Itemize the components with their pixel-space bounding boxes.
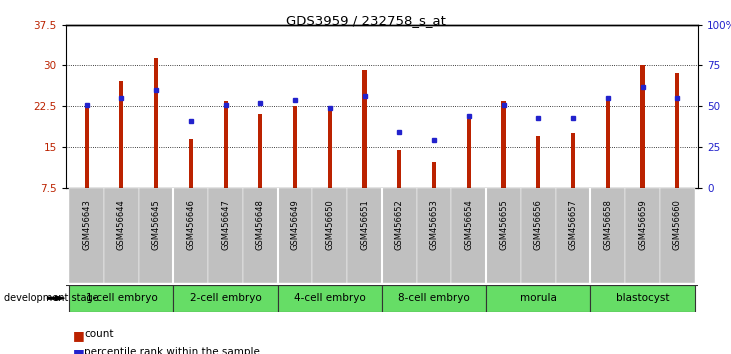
Bar <box>347 188 382 283</box>
Bar <box>363 70 367 188</box>
Bar <box>258 114 262 188</box>
Text: GSM456653: GSM456653 <box>430 199 439 250</box>
Bar <box>69 188 104 283</box>
Bar <box>486 188 521 283</box>
Text: GDS3959 / 232758_s_at: GDS3959 / 232758_s_at <box>286 14 445 27</box>
Text: GSM456644: GSM456644 <box>117 199 126 250</box>
Text: GSM456651: GSM456651 <box>360 199 369 250</box>
Bar <box>243 188 278 283</box>
Bar <box>675 73 679 188</box>
Bar <box>486 285 591 312</box>
Bar <box>293 106 298 188</box>
Bar <box>452 188 486 283</box>
Bar <box>139 188 173 283</box>
Text: morula: morula <box>520 293 557 303</box>
Bar <box>278 285 382 312</box>
Bar <box>104 188 139 283</box>
Bar <box>224 101 227 188</box>
Text: GSM456660: GSM456660 <box>673 199 682 250</box>
Bar <box>119 81 124 188</box>
Bar <box>278 188 312 283</box>
Bar <box>501 101 506 188</box>
Bar <box>208 188 243 283</box>
Bar <box>640 65 645 188</box>
Bar <box>85 106 88 188</box>
Text: count: count <box>84 329 113 339</box>
Bar <box>521 188 556 283</box>
Text: GSM456646: GSM456646 <box>186 199 195 250</box>
Bar <box>417 188 452 283</box>
Bar <box>173 188 208 283</box>
Bar <box>591 285 694 312</box>
Bar <box>660 188 694 283</box>
Bar <box>466 119 471 188</box>
Bar <box>154 58 158 188</box>
Text: GSM456650: GSM456650 <box>325 199 334 250</box>
Bar <box>397 150 401 188</box>
Bar <box>173 285 278 312</box>
Bar <box>312 188 347 283</box>
Bar <box>537 136 540 188</box>
Text: GSM456649: GSM456649 <box>291 199 300 250</box>
Text: GSM456654: GSM456654 <box>464 199 473 250</box>
Bar <box>432 162 436 188</box>
Text: GSM456648: GSM456648 <box>256 199 265 250</box>
Text: 2-cell embryo: 2-cell embryo <box>190 293 262 303</box>
Bar <box>382 188 417 283</box>
Text: blastocyst: blastocyst <box>616 293 670 303</box>
Text: GSM456652: GSM456652 <box>395 199 404 250</box>
Text: GSM456647: GSM456647 <box>221 199 230 250</box>
Text: GSM456643: GSM456643 <box>82 199 91 250</box>
Text: ■: ■ <box>73 329 85 342</box>
Text: percentile rank within the sample: percentile rank within the sample <box>84 347 260 354</box>
Text: GSM456658: GSM456658 <box>603 199 613 250</box>
Text: development stage: development stage <box>4 293 98 303</box>
Text: 8-cell embryo: 8-cell embryo <box>398 293 470 303</box>
Bar <box>189 139 193 188</box>
Bar <box>327 106 332 188</box>
Text: GSM456657: GSM456657 <box>569 199 577 250</box>
Text: GSM456656: GSM456656 <box>534 199 543 250</box>
Bar <box>571 133 575 188</box>
Bar <box>69 285 173 312</box>
Text: GSM456659: GSM456659 <box>638 199 647 250</box>
Bar <box>625 188 660 283</box>
Text: 4-cell embryo: 4-cell embryo <box>294 293 366 303</box>
Text: GSM456645: GSM456645 <box>151 199 161 250</box>
Bar <box>382 285 486 312</box>
Bar <box>606 101 610 188</box>
Bar <box>556 188 591 283</box>
Text: ■: ■ <box>73 347 85 354</box>
Bar <box>591 188 625 283</box>
Text: GSM456655: GSM456655 <box>499 199 508 250</box>
Text: 1-cell embryo: 1-cell embryo <box>86 293 157 303</box>
